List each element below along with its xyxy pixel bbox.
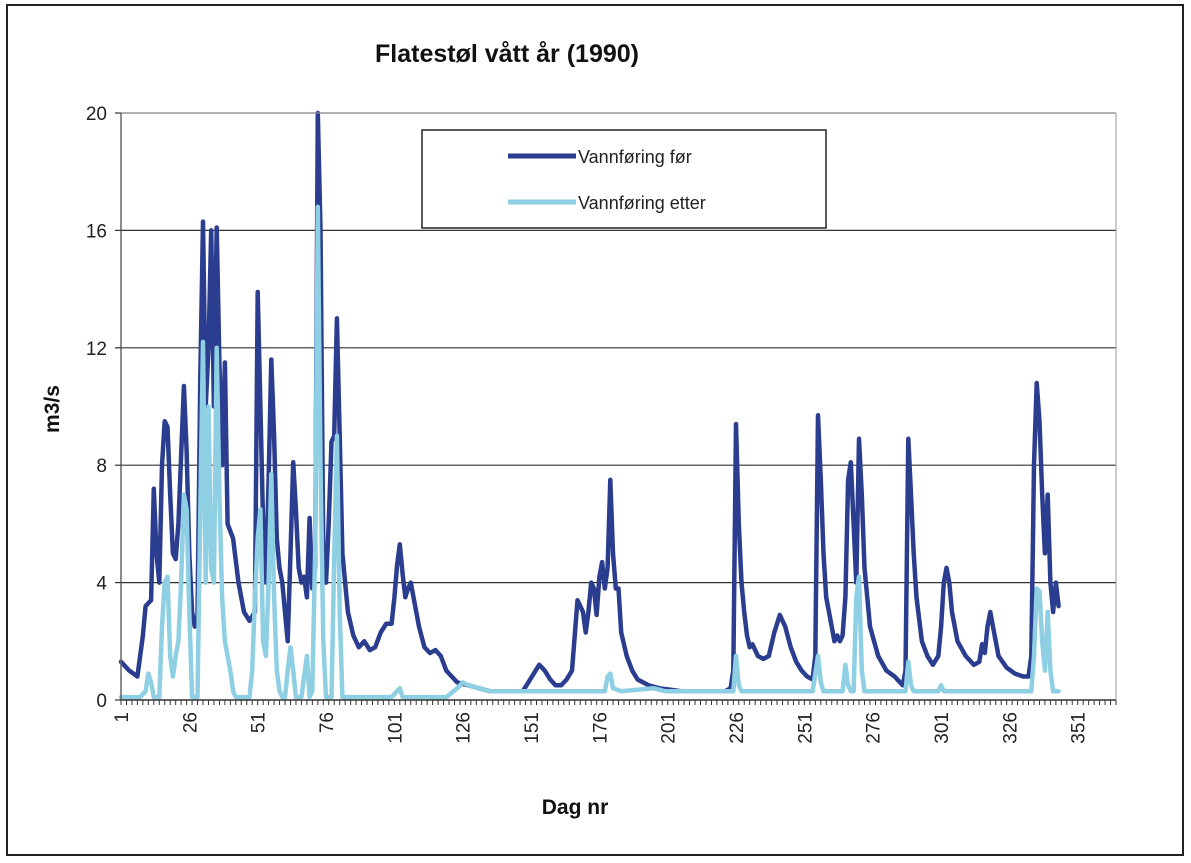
axes — [115, 112, 1117, 705]
y-tick-label: 20 — [86, 104, 107, 125]
x-tick-label: 251 — [795, 712, 816, 744]
y-tick-label: 0 — [96, 691, 107, 712]
series-line-before — [118, 110, 1061, 694]
x-tick-label: 226 — [727, 712, 748, 744]
chart-title: Flatestøl vått år (1990) — [375, 40, 639, 68]
y-tick-label: 4 — [96, 574, 107, 595]
x-tick-label: 301 — [932, 712, 953, 744]
x-tick-label: 76 — [317, 712, 338, 733]
x-tick-label: 276 — [864, 712, 885, 744]
x-tick-label: 201 — [659, 712, 680, 744]
y-tick-label: 16 — [86, 221, 107, 242]
y-axis-title: m3/s — [41, 385, 64, 433]
x-tick-label: 176 — [590, 712, 611, 744]
x-tick-label: 1 — [112, 712, 133, 723]
y-tick-label: 12 — [86, 339, 107, 360]
x-tick-labels: 1 26 51 76 101 126 151 176 201 226 251 276 301 326 351 — [112, 712, 1090, 744]
x-tick-label: 26 — [180, 712, 201, 733]
x-tick-label: 51 — [249, 712, 270, 733]
series-line-after — [118, 204, 1061, 700]
x-tick-label: 326 — [1000, 712, 1021, 744]
chart-frame: 0 4 8 12 16 20 1 26 51 76 101 126 151 176 201 226 251 27… — [6, 4, 1184, 856]
y-tick-label: 8 — [96, 456, 107, 477]
x-tick-label: 101 — [385, 712, 406, 744]
legend-label-before: Vannføring før — [578, 147, 692, 167]
y-tick-labels: 0 4 8 12 16 20 — [86, 104, 108, 712]
x-axis-title: Dag nr — [542, 796, 609, 819]
legend-box — [421, 129, 827, 229]
legend-label-after: Vannføring etter — [578, 193, 706, 213]
x-tick-label: 126 — [454, 712, 475, 744]
legend: Vannføring før Vannføring etter — [421, 129, 827, 229]
x-tick-label: 351 — [1069, 712, 1090, 744]
x-tick-label: 151 — [522, 712, 543, 744]
series-layer — [118, 110, 1061, 700]
